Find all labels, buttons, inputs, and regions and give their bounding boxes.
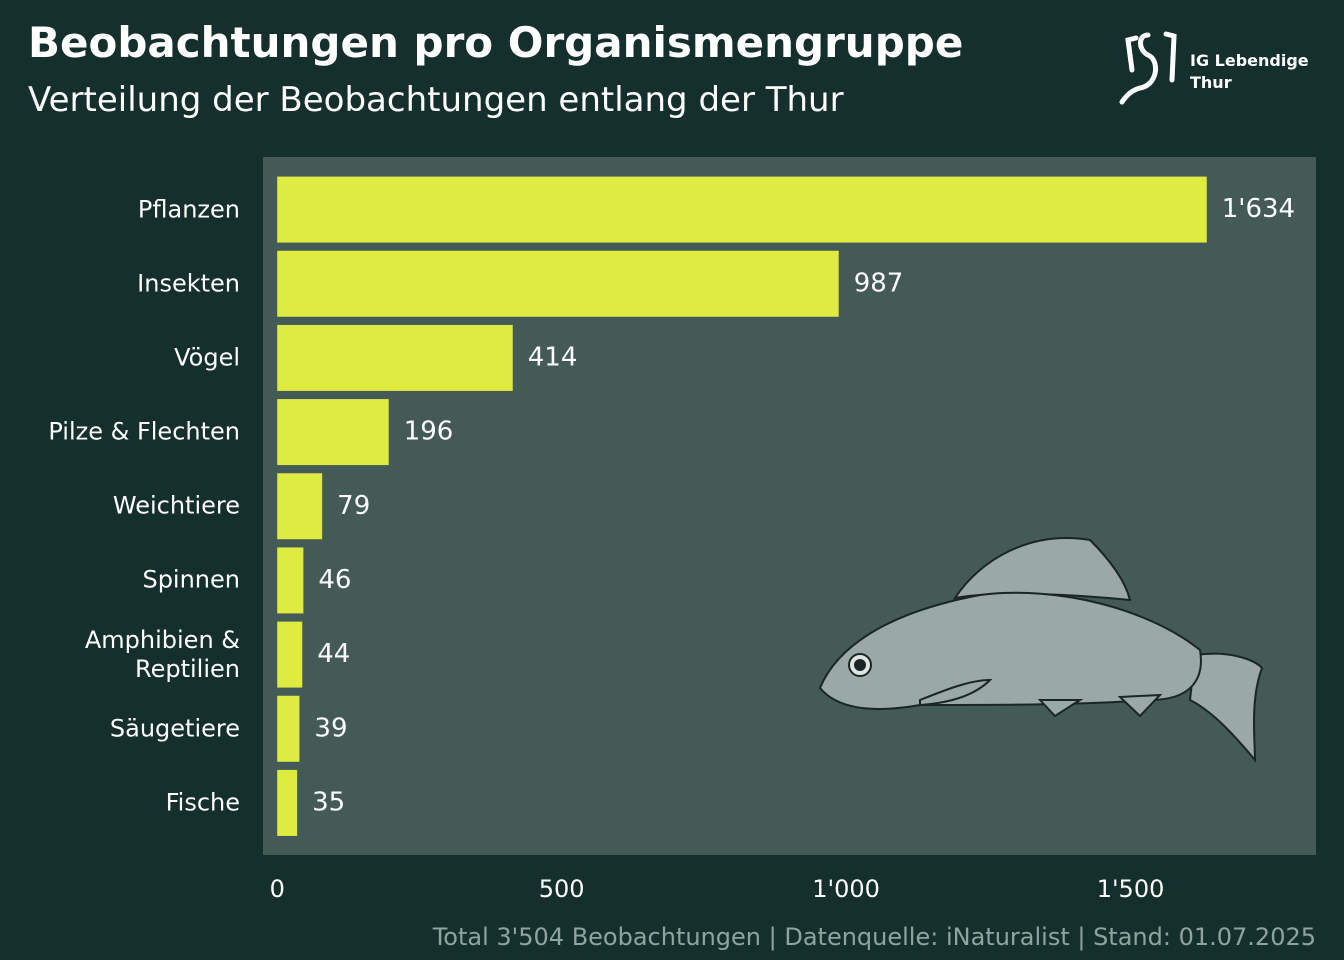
y-tick-label: Fische bbox=[165, 788, 240, 817]
y-tick-label: Pflanzen bbox=[137, 195, 240, 224]
value-label: 46 bbox=[318, 565, 351, 595]
value-label: 414 bbox=[528, 342, 578, 372]
bar bbox=[277, 769, 298, 836]
bar bbox=[277, 176, 1207, 243]
bar bbox=[277, 250, 839, 317]
bar bbox=[277, 473, 323, 540]
x-tick-label: 1'000 bbox=[812, 875, 880, 903]
value-label: 44 bbox=[317, 639, 350, 669]
y-tick-label: Weichtiere bbox=[112, 491, 240, 520]
x-tick-label: 500 bbox=[539, 875, 585, 903]
y-tick-label: Säugetiere bbox=[109, 714, 240, 743]
value-label: 39 bbox=[314, 713, 347, 743]
bar bbox=[277, 399, 389, 466]
bar bbox=[277, 695, 300, 762]
logo-text: IG Lebendige Thur bbox=[1190, 51, 1309, 92]
logo-icon bbox=[1119, 31, 1177, 105]
x-tick-label: 1'500 bbox=[1097, 875, 1165, 903]
y-tick-label: Vögel bbox=[174, 343, 240, 372]
value-label: 196 bbox=[404, 417, 454, 447]
value-label: 79 bbox=[337, 491, 370, 521]
bar bbox=[277, 324, 513, 391]
y-tick-label: Insekten bbox=[137, 269, 240, 298]
value-label: 1'634 bbox=[1222, 194, 1295, 224]
bar bbox=[277, 621, 303, 688]
y-tick-label: Amphibien & Reptilien bbox=[84, 625, 240, 683]
y-tick-label: Spinnen bbox=[142, 565, 240, 594]
chart-title: Beobachtungen pro Organismengruppe bbox=[28, 18, 964, 67]
bar bbox=[277, 547, 304, 614]
y-tick-label: Pilze & Flechten bbox=[48, 417, 240, 446]
fish-illustration bbox=[818, 537, 1264, 763]
value-label: 987 bbox=[854, 268, 904, 298]
chart-subtitle: Verteilung der Beobachtungen entlang der… bbox=[28, 80, 844, 120]
x-tick-label: 0 bbox=[270, 875, 285, 903]
footer: Total 3'504 Beobachtungen | Datenquelle:… bbox=[432, 923, 1316, 951]
value-label: 35 bbox=[312, 787, 345, 817]
